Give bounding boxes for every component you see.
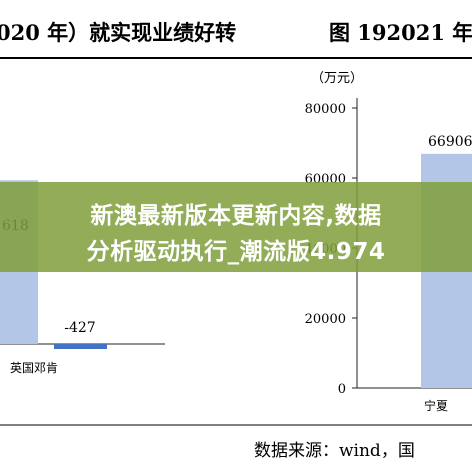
right-chart-data-label-0: 66906 [428, 134, 472, 150]
source-note: 数据来源：wind，国 [254, 441, 415, 461]
banner-line-1: 新澳最新版本更新内容,数据 [90, 203, 382, 229]
right-chart-ylabel: （万元） [311, 71, 363, 86]
right-chart-title: 图 192021 年 [329, 20, 472, 45]
right-chart-ytick-label-1: 20000 [305, 312, 346, 327]
overlay-banner: 新澳最新版本更新内容,数据 分析驱动执行_潮流版4.974 [0, 182, 472, 272]
left-chart-title: 020 年）就实现业绩好转 [0, 20, 236, 45]
banner-line-2: 分析驱动执行_潮流版4.974 [86, 239, 386, 265]
right-chart-ytick-label-4: 80000 [305, 102, 346, 117]
left-category-label: 英国邓肯 [10, 361, 58, 375]
right-chart-ytick-label-0: 0 [338, 382, 346, 397]
right-category-label: 宁夏 [424, 398, 448, 413]
left-chart-bar-1 [54, 344, 107, 349]
left-chart-data-label-1: -427 [64, 320, 95, 336]
